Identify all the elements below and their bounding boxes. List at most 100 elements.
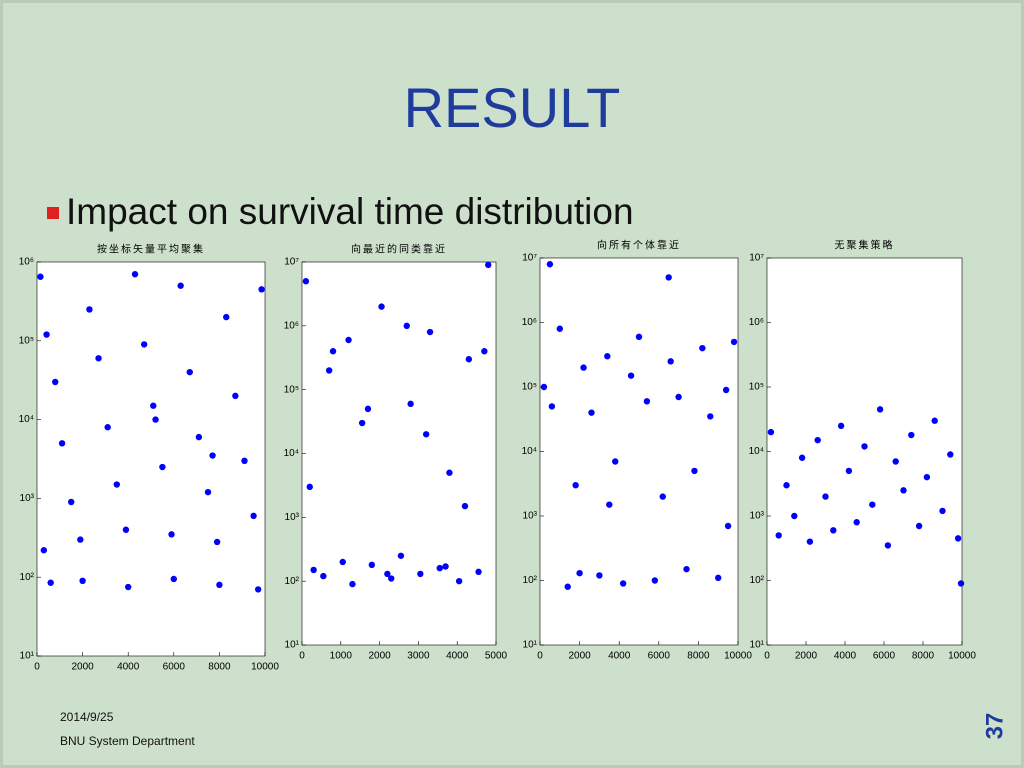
point	[604, 353, 611, 360]
y-tick-label: 10¹	[20, 651, 35, 662]
y-tick-label: 10³	[750, 511, 765, 522]
point	[79, 577, 86, 585]
point	[556, 325, 563, 332]
x-tick-label: 2000	[71, 662, 94, 673]
point	[619, 580, 627, 587]
bullet-text: Impact on survival time distribution	[66, 191, 634, 232]
point	[481, 348, 488, 355]
y-tick-label: 10⁵	[284, 384, 299, 395]
point	[588, 409, 595, 416]
x-tick-label: 4000	[608, 651, 631, 662]
point	[884, 542, 892, 549]
chart-title: 按坐标矢量平均聚集	[97, 243, 205, 256]
point	[140, 341, 148, 348]
x-tick-label: 2000	[568, 651, 591, 662]
point	[131, 271, 139, 278]
point	[320, 572, 327, 580]
point	[822, 493, 829, 500]
chart-title: 向最近的同类靠近	[351, 243, 447, 256]
point	[475, 568, 482, 576]
point	[152, 416, 159, 423]
point	[258, 286, 265, 293]
point	[596, 572, 603, 579]
x-tick-label: 2000	[795, 651, 818, 662]
point	[232, 392, 239, 400]
point	[177, 282, 184, 289]
point	[37, 273, 44, 280]
point	[892, 458, 899, 465]
point	[407, 400, 414, 408]
point	[876, 406, 884, 413]
point	[900, 487, 907, 494]
point	[576, 569, 583, 577]
y-tick-label: 10³	[285, 512, 300, 523]
point	[442, 563, 449, 570]
point	[378, 303, 385, 310]
y-tick-label: 10⁷	[749, 253, 764, 264]
point	[635, 333, 643, 341]
point	[204, 488, 212, 496]
point	[209, 452, 216, 459]
y-tick-label: 10²	[523, 575, 538, 586]
x-tick-label: 4000	[117, 662, 140, 673]
point	[775, 532, 782, 539]
point	[358, 419, 366, 427]
point	[306, 483, 313, 491]
plot-area	[766, 257, 963, 646]
point	[339, 558, 346, 566]
point	[798, 454, 806, 461]
point	[546, 261, 554, 268]
point	[665, 274, 672, 281]
point	[364, 405, 372, 413]
plot-area	[539, 257, 739, 646]
point	[403, 322, 410, 330]
point	[845, 467, 853, 475]
y-tick-label: 10³	[523, 511, 538, 522]
point	[77, 536, 84, 543]
y-tick-label: 10⁶	[284, 320, 299, 331]
point	[254, 586, 262, 593]
point	[388, 575, 395, 582]
point	[329, 348, 337, 355]
y-tick-label: 10¹	[285, 640, 300, 651]
point	[417, 570, 424, 578]
point	[715, 574, 722, 582]
point	[837, 422, 845, 430]
point	[612, 458, 619, 465]
plot-area	[301, 261, 497, 646]
x-tick-label: 8000	[687, 651, 710, 662]
plot-area	[36, 261, 266, 657]
point	[939, 507, 946, 515]
point	[667, 358, 674, 365]
point	[446, 469, 453, 476]
point	[461, 502, 469, 510]
point	[68, 498, 75, 506]
point	[540, 383, 548, 391]
x-tick-label: 0	[299, 651, 305, 662]
point	[564, 583, 571, 590]
x-tick-label: 2000	[368, 651, 391, 662]
point	[730, 338, 738, 346]
point	[168, 531, 175, 538]
point	[397, 552, 405, 559]
point	[627, 372, 635, 379]
x-tick-label: 8000	[208, 662, 231, 673]
point	[830, 527, 837, 534]
point	[957, 580, 965, 587]
x-tick-label: 8000	[912, 651, 935, 662]
point	[122, 526, 130, 533]
point	[250, 512, 257, 520]
point	[426, 328, 434, 336]
x-tick-label: 4000	[834, 651, 857, 662]
x-tick-label: 6000	[873, 651, 896, 662]
y-tick-label: 10²	[750, 575, 765, 586]
x-tick-label: 10000	[948, 651, 976, 662]
y-tick-label: 10²	[285, 576, 300, 587]
point	[104, 424, 111, 431]
point	[659, 493, 666, 500]
y-tick-label: 10²	[20, 572, 35, 583]
x-tick-label: 0	[764, 651, 770, 662]
x-tick-label: 10000	[724, 651, 752, 662]
point	[159, 463, 166, 471]
point	[52, 378, 59, 386]
